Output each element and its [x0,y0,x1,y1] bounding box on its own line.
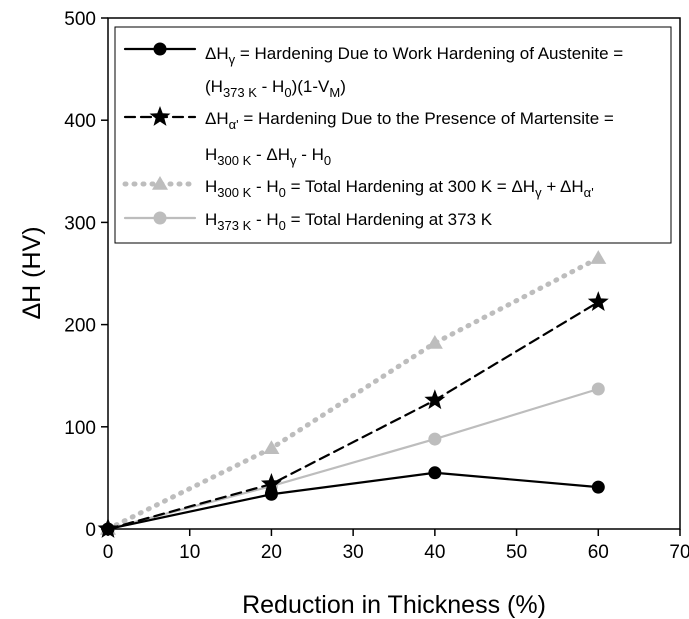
x-tick-label: 60 [588,542,609,563]
data-point [428,432,442,446]
x-tick-label: 30 [343,542,364,563]
x-tick-label: 70 [669,542,689,563]
legend-entry-2: ΔHα' = Hardening Due to the Presence of … [205,109,614,132]
data-point [263,440,280,455]
data-point [428,466,442,480]
series-3 [100,250,607,535]
data-point [591,480,605,494]
legend: ΔHγ = Hardening Due to Work Hardening of… [114,26,672,244]
y-tick-label: 400 [64,111,96,132]
series-line [106,387,600,531]
legend-swatches [122,42,198,225]
data-point [424,389,446,410]
data-point [426,334,443,349]
legend-swatch-marker [149,106,171,126]
legend-entry-1: ΔHγ = Hardening Due to Work Hardening of… [205,44,623,67]
legend-swatch-marker [153,211,167,225]
y-tick-label: 0 [85,520,96,541]
series-layer [97,250,609,538]
series-4 [101,382,605,536]
x-axis: 0 10 20 30 40 50 60 70 [103,529,689,563]
data-point [264,487,278,501]
x-tick-label: 0 [103,542,114,563]
series-1 [101,466,605,536]
y-tick-label: 300 [64,213,96,234]
series-line [105,255,601,532]
data-point [591,382,605,396]
legend-entry-3: H300 K - H0 = Total Hardening at 300 K =… [205,177,594,200]
data-point [260,473,282,493]
series-2 [97,291,609,538]
x-tick-label: 10 [179,542,200,563]
plot-frame [107,17,681,530]
legend-swatch-marker [152,176,168,190]
series-line [106,301,600,531]
data-point [587,291,609,312]
y-tick-label: 100 [64,418,96,439]
data-point [97,518,119,538]
y-tick-label: 200 [64,316,96,337]
legend-swatch-marker [153,42,167,56]
x-tick-label: 50 [506,542,527,563]
y-axis-title: ΔH (HV) [18,226,46,319]
x-axis-title: Reduction in Thickness (%) [242,591,546,619]
legend-box [114,26,672,244]
data-point [590,250,607,264]
series-line [106,471,600,531]
y-axis: 0 100 200 300 400 500 [64,9,108,541]
y-tick-label: 500 [64,9,96,30]
x-tick-label: 40 [424,542,445,563]
legend-entry-4: H373 K - H0 = Total Hardening at 373 K [205,210,493,233]
x-tick-label: 20 [261,542,282,563]
